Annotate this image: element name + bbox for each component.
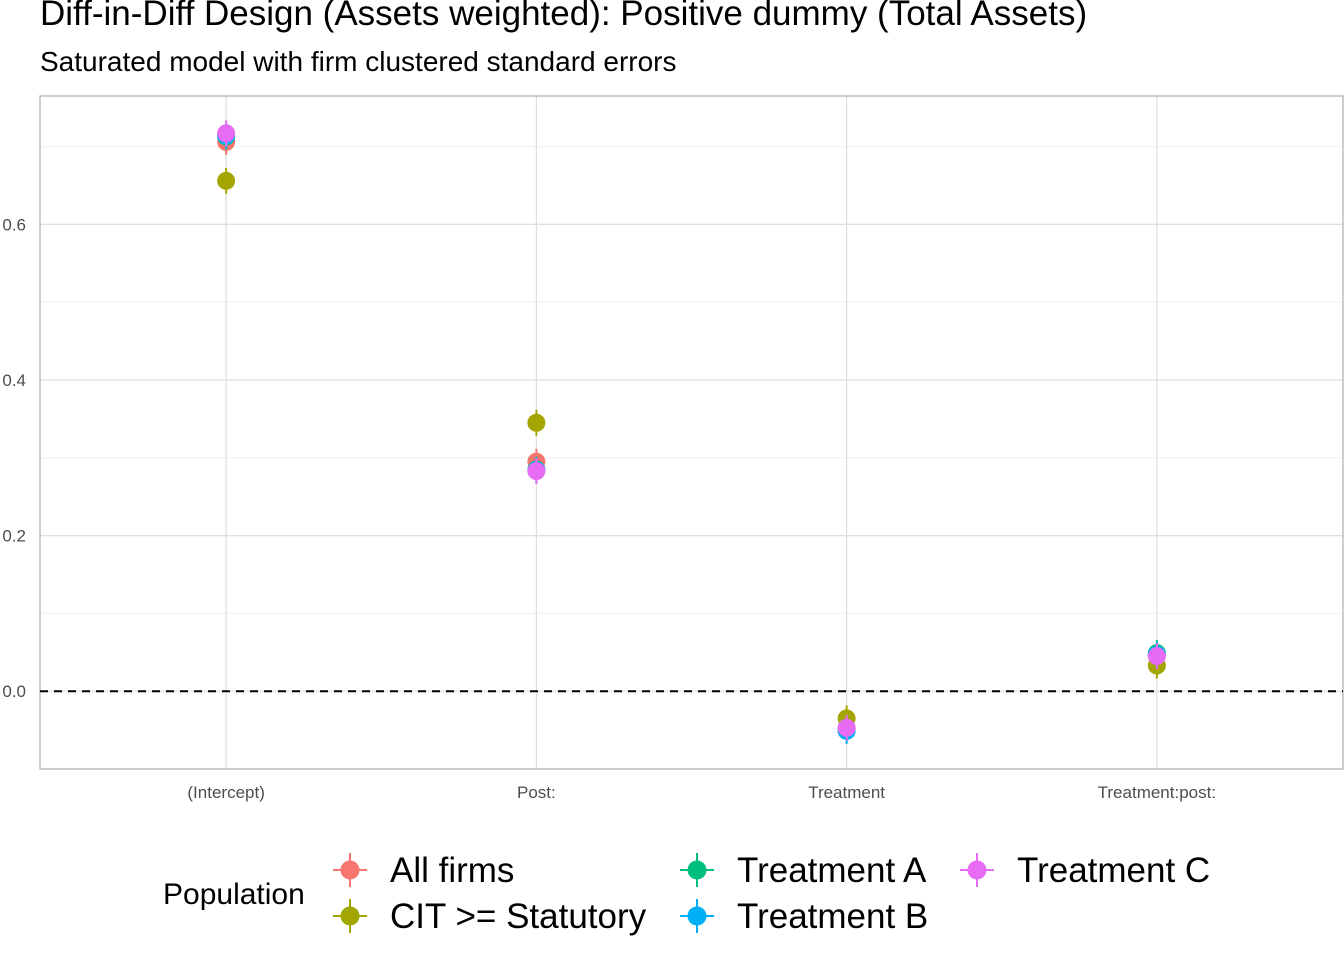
legend-label: Treatment A [737,851,927,890]
y-tick-label: 0.2 [2,527,26,546]
legend-label: CIT >= Statutory [390,897,647,936]
x-tick-label: (Intercept) [187,783,264,802]
data-point [1147,647,1166,666]
legend-label: All firms [390,851,514,890]
legend-label: Treatment B [737,897,928,936]
legend-key-point [340,906,360,926]
legend-key-point [340,860,360,880]
grid-layer [39,95,1344,770]
y-tick-label: 0.0 [2,682,26,701]
y-tick-label: 0.6 [2,215,26,234]
legend-label: Treatment C [1017,851,1210,890]
chart-title: Diff-in-Diff Design (Assets weighted): P… [40,0,1088,33]
x-tick-label: Treatment [808,783,885,802]
points-layer [217,120,1166,744]
data-point [527,413,546,432]
x-tick-label: Post: [517,783,556,802]
data-point [527,462,546,481]
legend-key-point [967,860,987,880]
data-point [217,124,236,143]
x-tick-label: Treatment:post: [1098,783,1216,802]
y-tick-label: 0.4 [2,371,26,390]
axis-layer: 0.0 0.2 0.4 0.6 (Intercept) Post: Treatment Tre… [2,215,1216,802]
data-point [217,171,236,190]
panel-border [39,95,1344,770]
data-point [837,718,856,737]
legend: Population All firms CIT >= Statutory Treat… [163,851,1210,936]
chart-subtitle: Saturated model with firm clustered stan… [40,46,677,77]
legend-key-point [687,860,707,880]
legend-key-point [687,906,707,926]
legend-title: Population [163,878,305,911]
